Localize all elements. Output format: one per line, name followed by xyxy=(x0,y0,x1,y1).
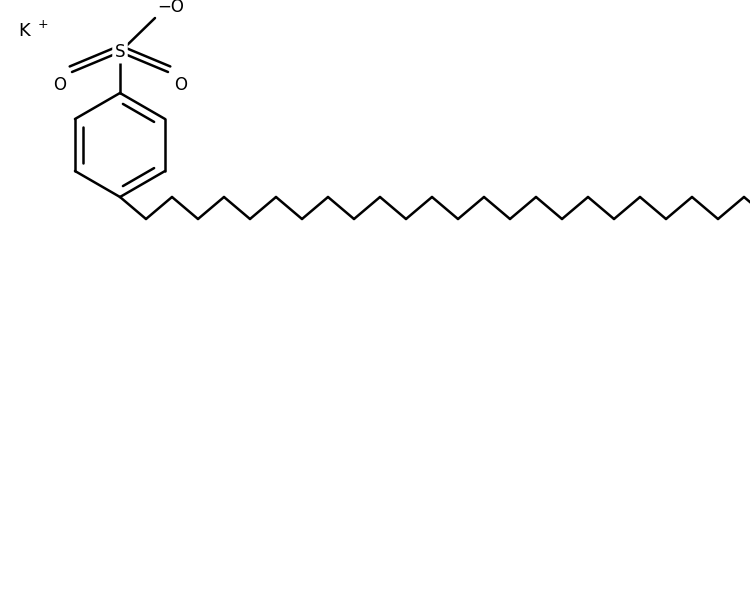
Text: K: K xyxy=(18,22,30,40)
Text: S: S xyxy=(115,43,125,61)
Text: O: O xyxy=(174,76,187,94)
Text: O: O xyxy=(53,76,66,94)
Text: −O: −O xyxy=(157,0,184,16)
Text: +: + xyxy=(38,18,49,31)
